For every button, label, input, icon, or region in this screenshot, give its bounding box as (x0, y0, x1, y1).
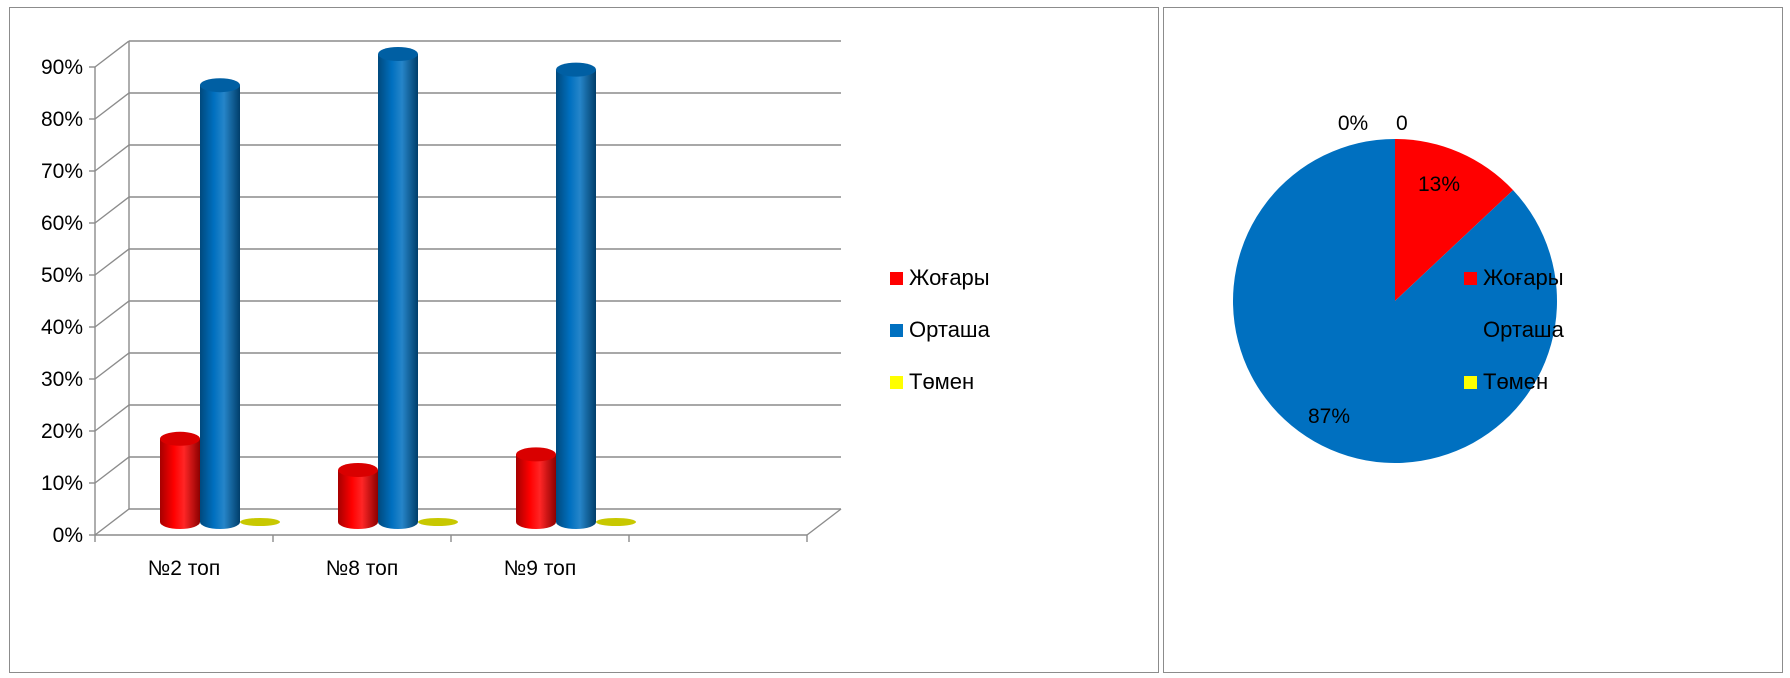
gridline-depth (94, 248, 130, 276)
y-tick-label: 70% (41, 160, 83, 183)
bar-1-1 (378, 54, 418, 529)
legend-swatch-ortasha (890, 323, 903, 337)
bar-0-2 (516, 454, 556, 529)
pie-legend-label-zhogary: Жоғары (1483, 265, 1564, 290)
x-tick-label: №9 топ (504, 557, 576, 580)
x-tick-label: №2 топ (148, 557, 220, 580)
x-tick-label: №8 топ (326, 557, 398, 580)
y-tick-label: 40% (41, 316, 83, 339)
bar-1-2 (556, 69, 596, 529)
y-tick-label: 80% (41, 108, 83, 131)
bar-2-1 (418, 518, 458, 526)
pie-legend-item-zhogary: Жоғары (1464, 252, 1564, 304)
pie-data-label-0: 13% (1418, 173, 1460, 196)
pie-legend-label-tomen: Төмен (1483, 369, 1549, 394)
legend-label-zhogary: Жоғары (909, 265, 990, 290)
y-tick-label: 60% (41, 212, 83, 235)
bar-0-1 (338, 470, 378, 529)
bar-chart-panel: 0% 10% 20% 30% 40% 50% 60% 70% 80% 90% №2 топ №8 то… (9, 7, 1159, 673)
y-tick-label: 50% (41, 264, 83, 287)
pie-slice-0 (1395, 139, 1514, 301)
pie-chart-legend: Жоғары Орташа Төмен (1464, 252, 1564, 408)
pie-data-label-2: 0% (1338, 112, 1368, 135)
pie-legend-item-tomen: Төмен (1464, 356, 1564, 408)
pie-legend-swatch-tomen (1464, 375, 1477, 389)
bar-chart: 0% 10% 20% 30% 40% 50% 60% 70% 80% 90% №2 топ №8 то… (41, 40, 842, 580)
floor-edge (806, 508, 842, 536)
bar-2-0 (240, 518, 280, 526)
bar-top-0-0 (160, 431, 200, 446)
pie-chart-panel: 13% 87% 0% 0 Жоғары Орташа Төмен (1163, 7, 1783, 673)
bar-1-0 (200, 85, 240, 529)
gridline-depth (94, 404, 130, 432)
bar-chart-legend: Жоғары Орташа Төмен (890, 252, 990, 408)
gridline-depth (94, 508, 130, 536)
y-tick-label: 90% (41, 56, 83, 79)
gridline-depth (94, 352, 130, 380)
bar-top-1-1 (378, 47, 418, 61)
legend-item-zhogary: Жоғары (890, 252, 990, 304)
pie-legend-swatch-ortasha (1464, 323, 1477, 337)
y-tick-label: 20% (41, 420, 83, 443)
legend-swatch-tomen (890, 375, 903, 389)
bar-top-0-2 (516, 447, 556, 462)
gridline-depth (94, 144, 130, 172)
legend-label-tomen: Төмен (909, 369, 975, 394)
legend-label-ortasha: Орташа (909, 317, 990, 342)
legend-swatch-zhogary (890, 271, 903, 285)
gridline-depth (94, 300, 130, 328)
gridline-depth (94, 456, 130, 484)
y-tick-label: 30% (41, 368, 83, 391)
gridline-depth (94, 92, 130, 120)
bar-2-2 (596, 518, 636, 526)
bar-top-1-0 (200, 78, 240, 93)
pie-legend-item-ortasha: Орташа (1464, 304, 1564, 356)
pie-extra-label: 0 (1396, 112, 1408, 135)
bar-0-0 (160, 438, 200, 529)
legend-item-ortasha: Орташа (890, 304, 990, 356)
bar-top-1-2 (556, 62, 596, 77)
y-tick-label: 0% (53, 524, 83, 547)
gridline-depth (94, 196, 130, 224)
pie-legend-swatch-zhogary (1464, 271, 1477, 285)
pie-data-label-1: 87% (1308, 405, 1350, 428)
pie-legend-label-ortasha: Орташа (1483, 317, 1564, 342)
legend-item-tomen: Төмен (890, 356, 990, 408)
gridline-depth (94, 40, 130, 68)
bar-top-0-1 (338, 463, 378, 477)
y-tick-label: 10% (41, 472, 83, 495)
